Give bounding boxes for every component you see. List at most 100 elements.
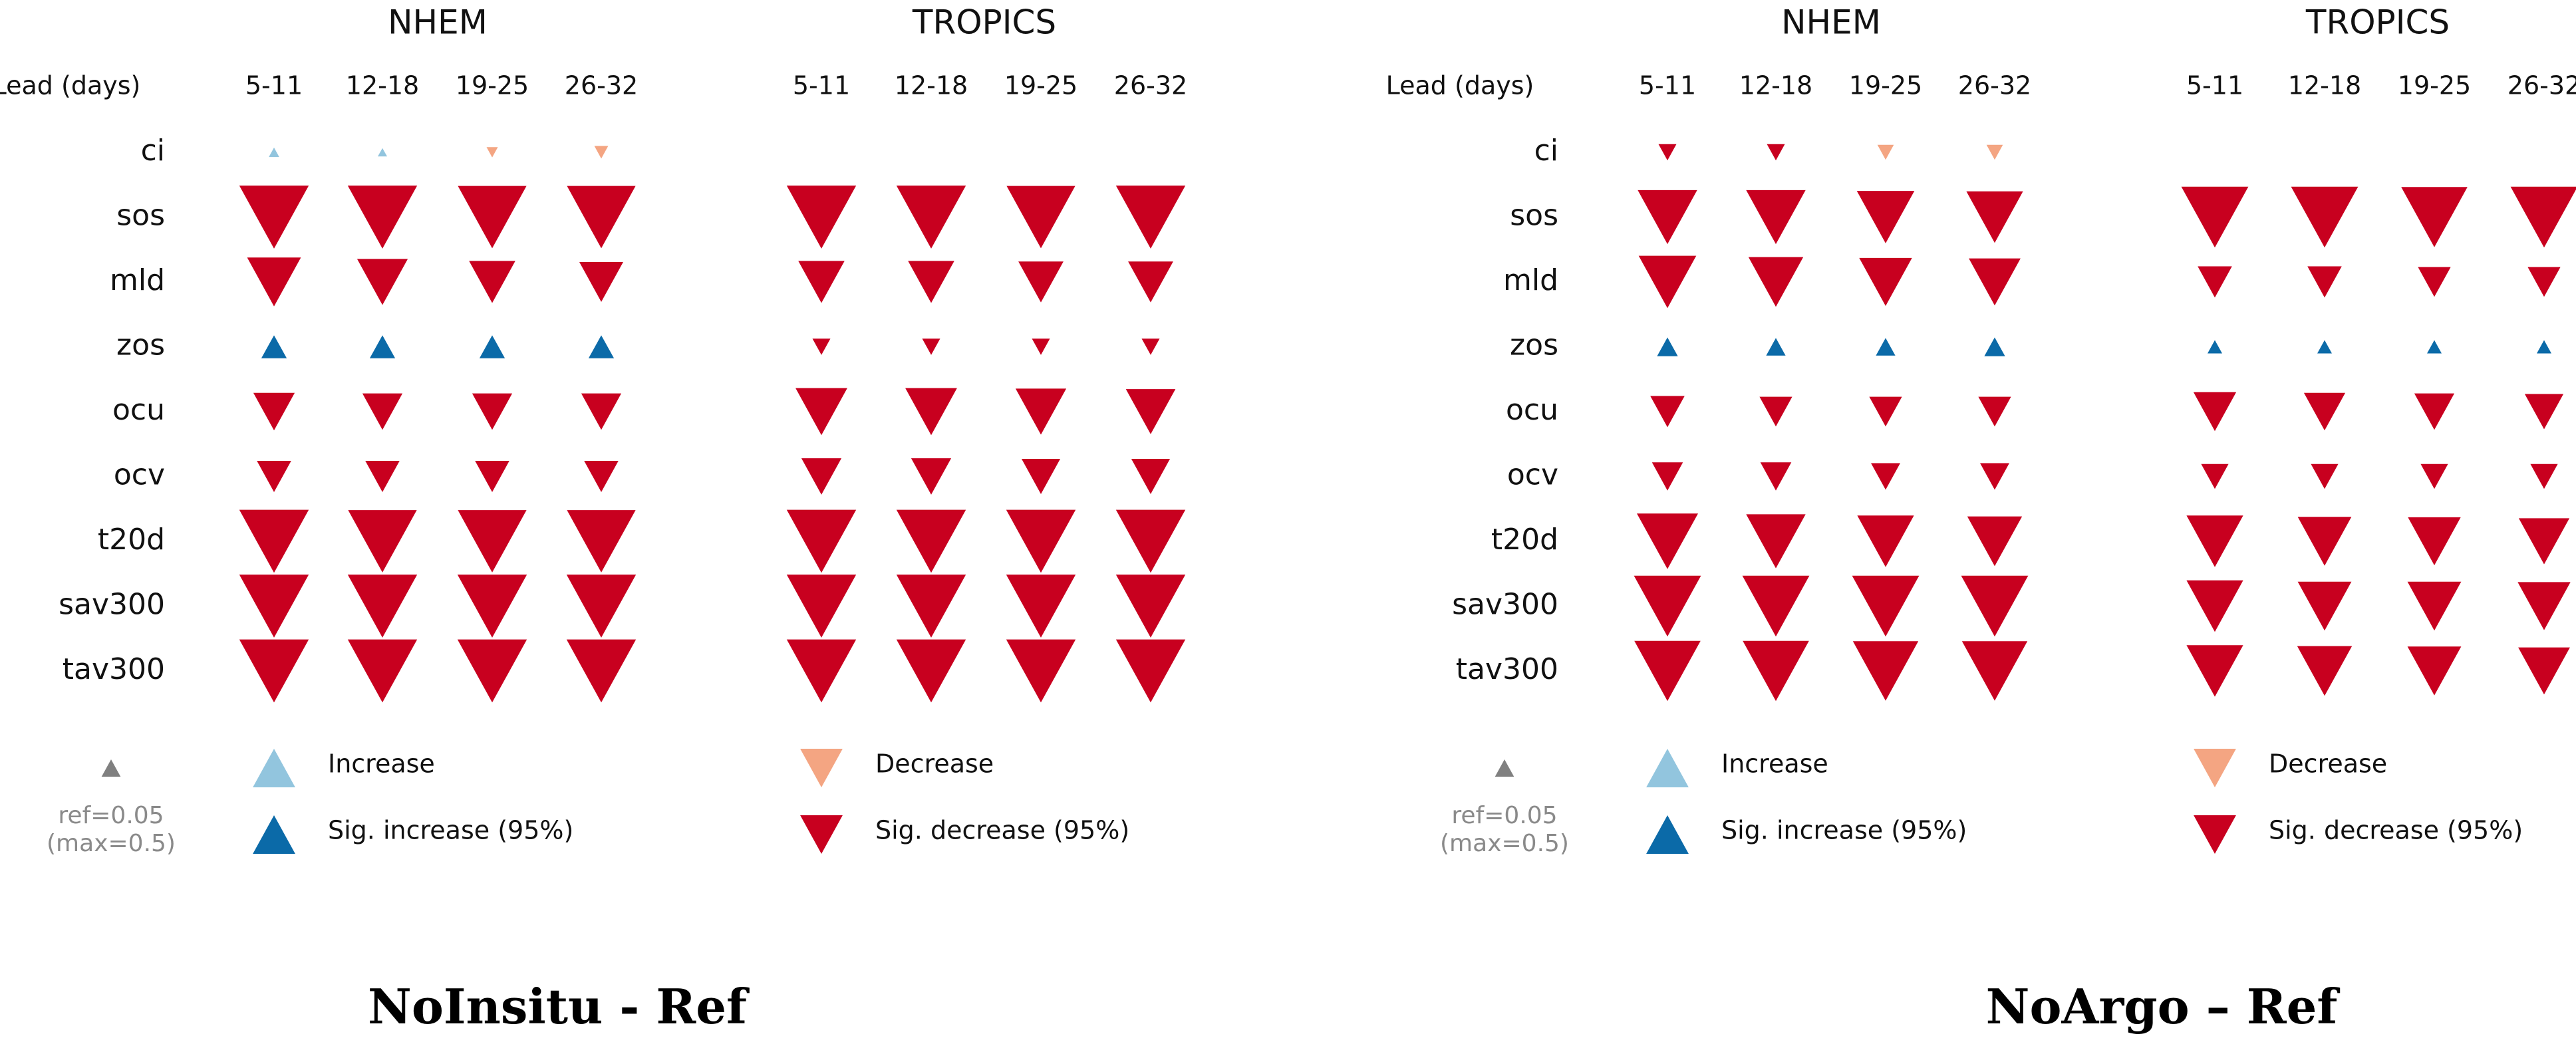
triangle-marker [1748,257,1804,307]
triangle-marker [472,393,513,430]
triangle-marker [2408,517,2461,566]
triangle-marker [2201,463,2229,489]
triangle-marker [584,461,619,492]
triangle-marker [2311,463,2339,489]
triangle-marker [2407,581,2462,631]
triangle-marker [475,461,509,492]
legend-sig-increase-icon [1646,815,1689,854]
variable-label-sav300: sav300 [59,588,165,622]
reference-triangle-icon [101,759,121,777]
triangle-marker [812,338,831,355]
triangle-marker [786,575,857,638]
triangle-marker [1869,396,1902,427]
legend-increase-label: Increase [1721,749,1828,779]
triangle-marker [1006,509,1076,573]
triangle-marker [2418,267,2451,297]
triangle-marker [786,186,857,249]
triangle-marker [2193,392,2237,432]
triangle-marker [1978,396,2011,427]
region-title-nhem: NHEM [1781,3,1881,42]
triangle-marker [2208,340,2222,354]
triangle-marker [2537,340,2551,354]
legend-increase-label: Increase [328,749,435,779]
triangle-marker [1966,191,2023,243]
triangle-marker [1634,640,1701,702]
triangle-marker [579,262,623,302]
variable-label-ci: ci [141,134,165,168]
triangle-marker [253,392,295,431]
lead-days-label: Lead (days) [1386,71,1534,100]
triangle-marker [348,510,417,573]
triangle-marker [1969,258,2021,306]
triangle-marker [908,261,954,303]
variable-label-sos: sos [1510,199,1558,233]
triangle-marker [362,393,403,430]
triangle-marker [1638,255,1697,309]
triangle-marker [1743,640,1809,702]
triangle-marker [566,639,637,703]
triangle-marker [801,458,842,495]
variable-label-mld: mld [110,263,165,297]
variable-label-ocv: ocv [1507,458,1558,492]
triangle-marker [896,575,966,638]
triangle-marker [2407,646,2462,696]
lead-tick-label: 26-32 [565,71,638,100]
triangle-marker [2291,186,2359,248]
reference-triangle-icon [1495,759,1514,777]
triangle-marker [1637,513,1698,569]
triangle-marker [365,461,400,492]
triangle-marker [2181,186,2249,248]
triangle-marker [1125,389,1176,434]
triangle-marker [2510,186,2576,248]
triangle-marker [1859,257,1912,307]
legend-ref-label: ref=0.05 [1451,802,1557,829]
lead-tick-label: 5-11 [2186,71,2243,100]
region-title-tropics: TROPICS [2305,3,2450,42]
legend-sig-increase-label: Sig. increase (95%) [328,816,573,845]
legend-sig-increase-icon [253,815,295,854]
triangle-marker [2297,581,2352,631]
variable-label-ocu: ocu [1506,393,1558,427]
lead-tick-label: 12-18 [346,71,419,100]
triangle-marker [1006,186,1075,249]
triangle-marker [2517,582,2571,630]
triangle-marker [1877,144,1894,160]
lead-tick-label: 19-25 [1849,71,1922,100]
variable-label-tav300: tav300 [63,652,165,686]
chart-group-1: Lead (days) NHEM 5-11 12-18 19-25 26-32 TROPIC… [0,3,1187,858]
triangle-marker [257,461,291,492]
triangle-marker [239,186,309,249]
triangle-marker [1967,516,2023,567]
triangle-marker [2518,518,2570,565]
triangle-marker [1760,462,1792,491]
triangle-marker [479,335,505,358]
variable-label-sos: sos [116,199,165,233]
triangle-marker [1980,463,2009,490]
variable-label-sav300: sav300 [1452,588,1558,622]
legend-sig-increase-label: Sig. increase (95%) [1721,816,1967,845]
triangle-marker [798,261,845,303]
triangle-marker [2524,394,2564,430]
variable-label-ci: ci [1534,134,1558,168]
triangle-marker [566,575,637,638]
triangle-marker [1746,514,1806,569]
lead-tick-label: 19-25 [1004,71,1077,100]
triangle-marker [458,510,527,573]
triangle-marker [1876,338,1896,356]
region-title-tropics: TROPICS [912,3,1056,42]
caption-noargo: NoArgo – Ref [1986,978,2341,1035]
variable-label-t20d: t20d [1491,523,1558,557]
lead-tick-label: 12-18 [2288,71,2361,100]
triangle-marker [1651,462,1683,491]
triangle-marker [2186,580,2243,632]
triangle-marker [2518,647,2570,695]
triangle-marker [1018,261,1064,303]
triangle-marker [1852,641,1919,701]
triangle-marker [1638,190,1697,245]
legend-sig-decrease-label: Sig. decrease (95%) [2269,816,2523,845]
triangle-marker [347,186,418,249]
triangle-marker [1006,575,1076,638]
triangle-marker [1871,463,1900,490]
triangle-marker [1986,144,2003,160]
triangle-marker [2420,463,2448,489]
